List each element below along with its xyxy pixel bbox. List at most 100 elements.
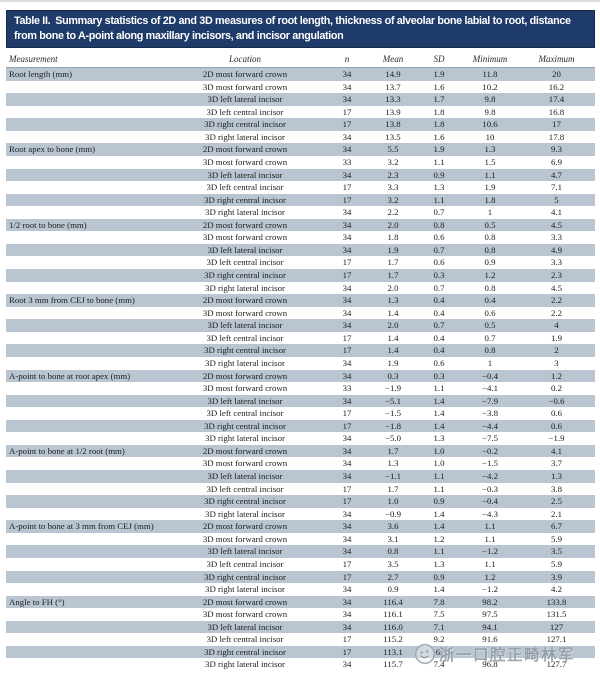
minimum-cell: 11.8 <box>462 66 518 81</box>
table-row: 3D most forward crown 33 −1.9 1.1 −4.1 0.2 <box>6 382 595 395</box>
location-cell: 2D most forward crown <box>166 66 324 81</box>
location-cell: 2D most forward crown <box>166 444 324 458</box>
sd-cell: 0.7 <box>416 243 462 257</box>
maximum-cell: 131.5 <box>546 609 567 620</box>
measurement-cell <box>6 558 166 571</box>
minimum-cell: −4.2 <box>462 470 518 483</box>
table-row: 3D left central incisor 17 3.3 1.3 1.9 7.1 <box>6 181 595 194</box>
sd-cell: 1.0 <box>433 458 445 469</box>
measurement-cell <box>6 645 166 659</box>
sd-cell: 1.8 <box>433 106 445 117</box>
maximum-cell: 17 <box>518 118 595 131</box>
summary-table: Measurement Location n Mean SD Minimum M… <box>6 52 595 671</box>
measurement-cell <box>6 495 166 508</box>
mean-cell: 1.8 <box>387 232 399 243</box>
mean-cell: 2.0 <box>387 282 399 293</box>
mean-cell: 13.9 <box>385 106 401 117</box>
minimum-cell: −4.1 <box>482 383 498 394</box>
table-title: Table II. Summary statistics of 2D and 3D… <box>6 10 595 48</box>
sd-cell: 1.3 <box>433 433 445 444</box>
measurement-cell <box>6 131 166 144</box>
minimum-cell: −0.4 <box>462 369 518 383</box>
mean-cell: 1.3 <box>370 294 416 307</box>
maximum-cell: 127.1 <box>546 634 567 645</box>
minimum-cell: 94.1 <box>462 620 518 634</box>
mean-cell: 3.2 <box>370 193 416 207</box>
table-title-text: Summary statistics of 2D and 3D measures… <box>14 15 571 42</box>
minimum-cell: −3.8 <box>482 408 498 419</box>
sd-cell: 0.3 <box>416 369 462 383</box>
location-cell: 2D most forward crown <box>166 143 324 156</box>
location-cell: 3D left central incisor <box>206 182 284 193</box>
table-row: 3D left lateral incisor 34 0.8 1.1 −1.2 3.5 <box>6 545 595 558</box>
measurement-cell: A-point to bone at root apex (mm) <box>6 369 166 383</box>
mean-cell: 0.9 <box>387 584 399 595</box>
table-row: 3D right central incisor 17 113.1 6. <box>6 645 595 659</box>
n-cell: 34 <box>324 595 370 609</box>
maximum-cell: 0.6 <box>518 419 595 433</box>
minimum-cell: 0.8 <box>484 282 496 293</box>
minimum-cell: −4.3 <box>482 508 498 519</box>
table-row: 3D left lateral incisor 34 1.9 0.7 0.8 4.9 <box>6 243 595 257</box>
minimum-cell: −4.4 <box>462 419 518 433</box>
minimum-cell: 0.4 <box>462 294 518 307</box>
location-cell: 3D right central incisor <box>166 645 324 659</box>
n-cell: 17 <box>342 182 352 193</box>
sd-cell: 1.4 <box>416 520 462 533</box>
sd-cell: 0.9 <box>416 495 462 508</box>
minimum-cell: 96.8 <box>482 659 498 670</box>
measurement-cell <box>6 106 166 119</box>
sd-cell: 1.1 <box>433 156 445 167</box>
table-title-label: Table II. <box>14 15 51 27</box>
table-row: 3D left lateral incisor 34 116.0 7.1 94.1 127 <box>6 620 595 634</box>
n-cell: 34 <box>342 357 352 368</box>
n-cell: 34 <box>324 319 370 332</box>
maximum-cell: 3.8 <box>551 483 562 494</box>
maximum-cell: 6.9 <box>551 156 562 167</box>
maximum-cell: 3 <box>554 357 559 368</box>
minimum-cell <box>462 645 518 659</box>
measurement-cell: Root 3 mm from CEJ to bone (mm) <box>6 294 166 307</box>
measurement-cell <box>6 545 166 558</box>
col-header-sd: SD <box>433 54 445 64</box>
minimum-cell: 10.6 <box>462 118 518 131</box>
table-row: Angle to FH (°) 2D most forward crown 34 11… <box>6 595 595 609</box>
location-cell: 3D most forward crown <box>202 533 288 544</box>
n-cell: 34 <box>342 307 352 318</box>
measurement-cell <box>6 407 166 420</box>
table-row: 3D left central incisor 17 1.7 0.6 0.9 3.3 <box>6 256 595 269</box>
location-cell: 2D most forward crown <box>166 369 324 383</box>
mean-cell: −1.9 <box>385 383 401 394</box>
location-cell: 3D right central incisor <box>166 118 324 131</box>
table-row: 3D right lateral incisor 34 2.2 0.7 1 4.1 <box>6 206 595 219</box>
mean-cell: 1.4 <box>387 307 399 318</box>
n-cell: 17 <box>324 419 370 433</box>
mean-cell: 116.1 <box>383 609 403 620</box>
table-row: 3D left central incisor 17 1.4 0.4 0.7 1.9 <box>6 332 595 345</box>
measurement-cell <box>6 118 166 131</box>
n-cell: 34 <box>324 218 370 232</box>
measurement-cell <box>6 282 166 295</box>
minimum-cell: 0.8 <box>462 344 518 357</box>
mean-cell: 2.3 <box>370 168 416 182</box>
sd-cell: 1.6 <box>433 131 445 142</box>
n-cell: 34 <box>342 81 352 92</box>
maximum-cell: 133.8 <box>518 595 595 609</box>
location-cell: 3D right central incisor <box>166 344 324 357</box>
location-cell: 3D right lateral incisor <box>205 659 285 670</box>
sd-cell: 1.0 <box>416 444 462 458</box>
n-cell: 34 <box>324 545 370 558</box>
maximum-cell: 2.5 <box>518 495 595 508</box>
location-cell: 3D left central incisor <box>206 106 284 117</box>
table-body: Root length (mm) 2D most forward crown 34 1… <box>6 66 595 672</box>
mean-cell: 2.0 <box>370 218 416 232</box>
table-row: Root 3 mm from CEJ to bone (mm) 2D most f… <box>6 294 595 307</box>
sd-cell: 1.9 <box>416 143 462 156</box>
measurement-cell <box>6 319 166 332</box>
minimum-cell: 1.2 <box>462 269 518 282</box>
location-cell: 3D right lateral incisor <box>205 282 285 293</box>
minimum-cell: 0.5 <box>462 319 518 332</box>
maximum-cell: −1.9 <box>548 433 565 444</box>
maximum-cell: 5.9 <box>551 558 562 569</box>
maximum-cell: 4.2 <box>551 584 562 595</box>
